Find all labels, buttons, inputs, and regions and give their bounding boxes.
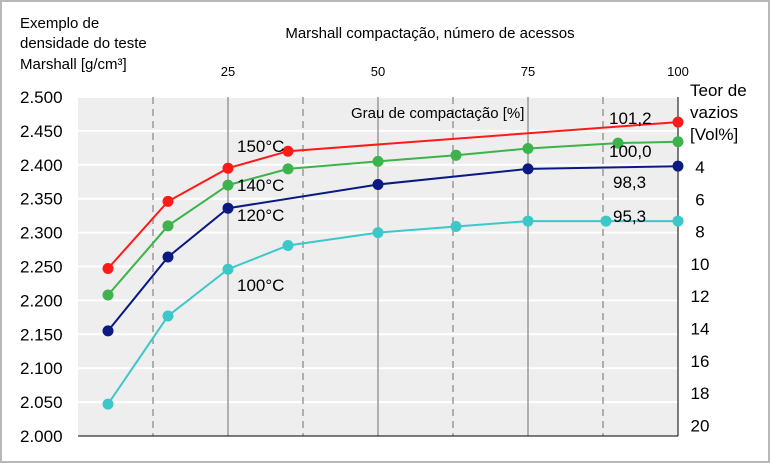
top-tick-label: 50 bbox=[371, 64, 385, 79]
data-point bbox=[162, 220, 174, 232]
data-point bbox=[522, 215, 534, 227]
y-tick-label: 2.400 bbox=[20, 156, 63, 175]
data-point bbox=[282, 239, 294, 251]
data-point bbox=[612, 137, 624, 149]
data-point bbox=[522, 143, 534, 155]
y-tick-label: 2.450 bbox=[20, 122, 63, 141]
top-axis-title: Marshall compactação, número de acessos bbox=[285, 25, 574, 42]
data-point bbox=[600, 215, 612, 227]
top-tick-label: 100 bbox=[667, 64, 689, 79]
right-tick-label: 12 bbox=[691, 287, 710, 306]
right-tick-label: 6 bbox=[695, 190, 704, 209]
right-tick-label: 14 bbox=[691, 320, 710, 339]
right-tick-labels: 4 6 8 10 12 14 16 18 20 bbox=[691, 158, 710, 435]
data-point bbox=[222, 263, 234, 275]
y-tick-label: 2.150 bbox=[20, 325, 63, 344]
end-label-100: 95,3 bbox=[613, 207, 646, 226]
series-line bbox=[107, 165, 679, 332]
series-layer bbox=[102, 116, 684, 410]
data-point bbox=[372, 227, 384, 239]
y-tick-label: 2.250 bbox=[20, 258, 63, 277]
data-point bbox=[222, 162, 234, 174]
end-label-120: 98,3 bbox=[613, 173, 646, 192]
data-point bbox=[282, 163, 294, 175]
series-label-140: 140°C bbox=[237, 176, 284, 195]
y-tick-label: 2.500 bbox=[20, 88, 63, 107]
data-point bbox=[102, 325, 114, 337]
series-label-150: 150°C bbox=[237, 137, 284, 156]
data-point bbox=[522, 163, 534, 175]
data-point bbox=[102, 398, 114, 410]
data-point bbox=[450, 220, 462, 232]
right-tick-label: 8 bbox=[695, 223, 704, 242]
data-point bbox=[672, 116, 684, 128]
y-tick-label: 2.000 bbox=[20, 427, 63, 446]
top-tick-labels: 25 50 75 100 bbox=[221, 64, 689, 79]
right-tick-label: 20 bbox=[691, 416, 710, 435]
grid bbox=[78, 96, 678, 436]
series-label-100: 100°C bbox=[237, 276, 284, 295]
data-point bbox=[102, 263, 114, 275]
right-tick-label: 18 bbox=[691, 384, 710, 403]
data-point bbox=[162, 195, 174, 207]
data-point bbox=[222, 202, 234, 214]
right-tick-label: 10 bbox=[691, 255, 710, 274]
top-tick-label: 75 bbox=[521, 64, 535, 79]
y-axis-title: Exemplo de densidade do teste Marshall [… bbox=[20, 15, 151, 73]
inner-title: Grau de compactação [%] bbox=[351, 105, 524, 122]
right-tick-label: 4 bbox=[695, 158, 704, 177]
end-label-150: 101,2 bbox=[609, 109, 652, 128]
y-tick-labels: 2.500 2.450 2.400 2.350 2.300 2.250 2.200 2.150… bbox=[20, 88, 63, 446]
data-point bbox=[672, 215, 684, 227]
data-point bbox=[162, 310, 174, 322]
data-point bbox=[222, 179, 234, 191]
y-tick-label: 2.050 bbox=[20, 393, 63, 412]
data-point bbox=[372, 178, 384, 190]
y-tick-label: 2.100 bbox=[20, 359, 63, 378]
data-point bbox=[672, 136, 684, 148]
series-label-120: 120°C bbox=[237, 206, 284, 225]
y-tick-label: 2.200 bbox=[20, 291, 63, 310]
data-point bbox=[162, 251, 174, 263]
data-point bbox=[102, 289, 114, 301]
data-point bbox=[372, 155, 384, 167]
data-point bbox=[450, 149, 462, 161]
right-axis-title: Teor de vazios [Vol%] bbox=[690, 81, 751, 144]
data-point bbox=[672, 160, 684, 172]
right-tick-label: 16 bbox=[691, 352, 710, 371]
end-label-140: 100,0 bbox=[609, 142, 652, 161]
top-tick-label: 25 bbox=[221, 64, 235, 79]
data-point bbox=[282, 145, 294, 157]
y-tick-label: 2.300 bbox=[20, 224, 63, 243]
y-tick-label: 2.350 bbox=[20, 190, 63, 209]
axes bbox=[78, 97, 679, 437]
